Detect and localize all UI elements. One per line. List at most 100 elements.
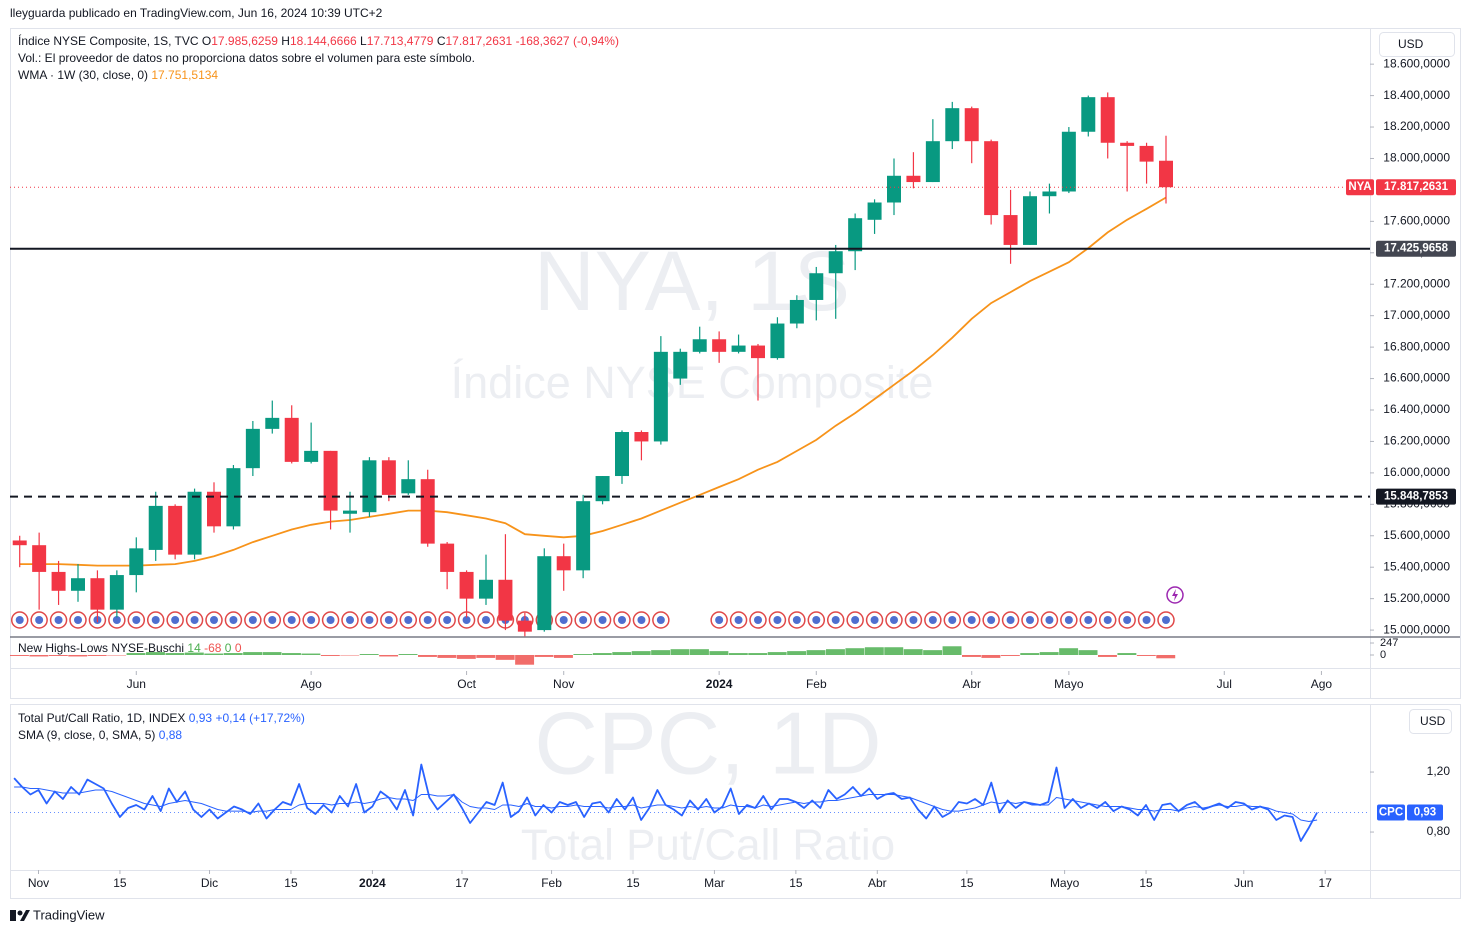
candle-body — [323, 450, 338, 511]
event-icon-core — [74, 616, 82, 624]
indicator-legend: New Highs-Lows NYSE-Buschi 14 -68 0 0 — [18, 641, 242, 655]
candle-body — [51, 571, 66, 591]
x-tick-label: Abr — [868, 876, 887, 890]
candle-body — [1003, 215, 1018, 245]
candle-body — [848, 218, 863, 252]
event-icon-core — [967, 616, 976, 624]
candle-body — [925, 141, 940, 183]
x-tick-label: Ago — [300, 677, 322, 691]
currency-button[interactable] — [1409, 709, 1452, 734]
histogram-bar — [942, 646, 962, 655]
event-icon-core — [112, 616, 121, 624]
y-tick-label: 17.600,0000 — [1383, 214, 1450, 228]
event-icon-core — [618, 616, 626, 624]
histogram-bar — [534, 654, 554, 657]
y-tick-label: 18.400,0000 — [1383, 88, 1450, 102]
histogram-bar — [398, 654, 418, 655]
event-icon-core — [229, 616, 238, 624]
histogram-bar — [204, 653, 224, 655]
candle-body — [498, 579, 513, 621]
y-tick-label: 18.600,0000 — [1383, 56, 1450, 70]
pane-frame — [10, 704, 1461, 899]
candle-body — [517, 620, 532, 632]
event-icon-core — [1123, 616, 1132, 624]
event-icon-core — [404, 616, 413, 624]
event-icon-core — [792, 616, 801, 624]
x-tick-label: Jun — [127, 677, 146, 691]
event-icon-core — [443, 616, 452, 624]
x-tick-label: 2024 — [706, 677, 733, 691]
x-tick-label: Jun — [1234, 876, 1253, 890]
indicator-tick-label: 0 — [1380, 649, 1386, 661]
ohlc-key: O — [202, 34, 211, 48]
histogram-bar — [748, 653, 768, 655]
x-tick-label: Abr — [962, 677, 981, 691]
event-icon-core — [132, 616, 141, 624]
histogram-bar — [1156, 654, 1176, 659]
histogram-bar — [728, 653, 748, 655]
brand-logo — [10, 910, 16, 921]
histogram-bar — [1000, 654, 1020, 656]
histogram-bar — [787, 651, 807, 655]
plot-layer: 15.000,0000 15.200,0000 15.400,0000 15.600,… — [10, 56, 1460, 890]
event-icon-core — [171, 616, 180, 624]
histogram-bar — [1078, 650, 1098, 655]
overlay-legend: WMA · 1W (30, close, 0) 17.751,5134 — [18, 68, 218, 82]
x-tick-label: 15 — [960, 876, 974, 890]
histogram-bar — [379, 654, 399, 657]
indicator-name: New Highs-Lows NYSE-Buschi — [18, 641, 184, 655]
x-tick-label: Nov — [553, 677, 574, 691]
candle-body — [653, 351, 668, 442]
currency[interactable]: USD — [1420, 714, 1446, 728]
change: -168,3627 (-0,94%) — [516, 34, 619, 48]
y-tick-label: 15.200,0000 — [1383, 591, 1450, 605]
last-price-symbol: NYA — [1348, 181, 1371, 193]
event-icon-core — [559, 616, 568, 624]
histogram-bar — [126, 653, 146, 655]
overlay-value: 0,88 — [159, 728, 183, 742]
candle-body — [459, 571, 474, 599]
event-icon-glyph — [1172, 589, 1178, 601]
candle-body — [945, 108, 960, 142]
candle-body — [1120, 142, 1135, 146]
candle-body — [226, 468, 241, 527]
event-icon-core — [1045, 616, 1054, 624]
x-tick-label: Ago — [1311, 677, 1333, 691]
event-icon-core — [384, 616, 393, 624]
candle-body — [109, 575, 124, 610]
candle-body — [265, 417, 280, 429]
event-icon-core — [831, 616, 840, 624]
histogram-bar — [845, 648, 865, 655]
pane-frame — [10, 28, 1461, 699]
event-icon-core — [248, 616, 257, 624]
last-price-label: 0,93 — [1414, 807, 1436, 819]
candle-body — [809, 273, 824, 300]
candle-body — [867, 202, 882, 220]
event-icon-core — [151, 616, 160, 624]
last-price-symbol-box — [1346, 179, 1374, 196]
histogram-bar — [554, 654, 573, 658]
x-tick-label: Mayo — [1050, 876, 1080, 890]
x-tick-label: 15 — [284, 876, 298, 890]
event-icon-core — [346, 616, 354, 624]
currency[interactable]: USD — [1398, 37, 1424, 51]
histogram-bar — [612, 652, 632, 655]
histogram-bar — [767, 652, 787, 655]
y-tick-label: 1,20 — [1427, 764, 1451, 778]
candle-body — [401, 479, 416, 494]
event-icon-core — [948, 616, 957, 624]
ohlc-value: 17.985,6259 — [211, 34, 278, 48]
histogram-bar — [592, 653, 612, 655]
price-line-label-box — [1376, 488, 1456, 505]
symbol-legend: Total Put/Call Ratio, 1D, INDEX 0,93 +0,… — [18, 711, 305, 725]
event-icon-core — [1162, 616, 1170, 624]
event-icon-core — [307, 616, 316, 624]
event-icon-core — [656, 616, 665, 624]
event-icon-core — [1006, 616, 1015, 624]
event-icon-core — [754, 616, 762, 624]
histogram-bar — [10, 654, 29, 656]
event-icon-core — [890, 616, 898, 624]
last-price-symbol: CPC — [1379, 807, 1403, 819]
currency-button[interactable] — [1379, 32, 1455, 57]
